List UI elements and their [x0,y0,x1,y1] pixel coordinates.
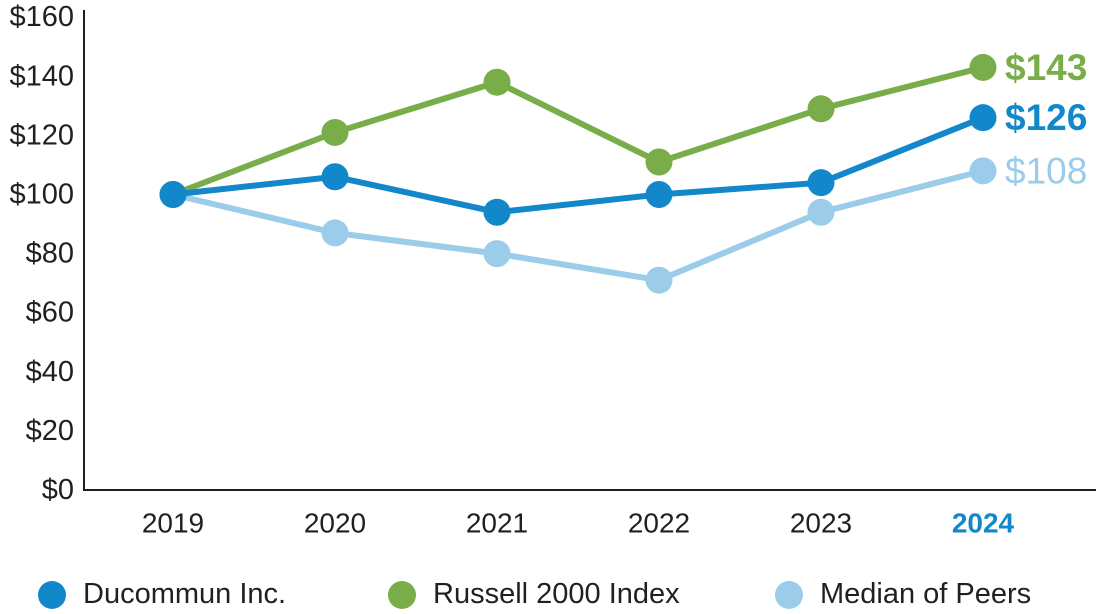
legend-label-russell: Russell 2000 Index [433,578,680,610]
y-tick-label: $20 [26,415,74,447]
data-point-russell-2020 [321,118,349,146]
y-tick-label: $120 [9,119,74,151]
performance-line-chart: $0 $20 $40 $60 $80 $100 $120 $140 $160 2019 2020 20… [9,1,1096,539]
russell-series-dot-icon [388,580,416,609]
data-point-ducommun-2024 [969,104,997,132]
data-point-russell-2024 [969,53,997,81]
x-tick-label-2019: 2019 [142,508,204,539]
data-point-ducommun-2022 [645,181,673,208]
x-tick-label-2024: 2024 [952,508,1015,539]
data-point-russell-2021 [483,68,511,96]
chart-legend: Ducommun Inc. Russell 2000 Index Median … [0,578,1104,614]
legend-item-russell: Russell 2000 Index [388,578,680,611]
y-tick-label: $40 [26,356,74,388]
y-tick-label: $0 [42,474,74,506]
legend-item-peers: Median of Peers [775,578,1031,611]
y-tick-label: $80 [26,238,74,270]
peers-series-dot-icon [775,580,803,609]
data-point-peers-2024 [969,157,997,185]
end-value-label-ducommun: $126 [1005,97,1087,138]
series-line-russell [171,64,984,198]
series-line-peers [172,167,984,284]
data-point-ducommun-2021 [483,198,511,226]
data-point-peers-2020 [321,219,349,247]
y-tick-label: $140 [9,60,74,92]
legend-label-ducommun: Ducommun Inc. [83,578,287,610]
data-point-ducommun-2023 [807,169,835,197]
series-line-ducommun [172,114,985,216]
data-point-peers-2021 [483,240,511,268]
x-tick-label-2022: 2022 [628,508,690,539]
x-tick-label-2023: 2023 [790,508,852,539]
legend-item-ducommun: Ducommun Inc. [38,578,286,611]
y-tick-label: $60 [26,297,74,329]
data-point-ducommun-2019 [159,181,187,208]
x-tick-label-2020: 2020 [304,508,366,539]
y-tick-label: $160 [9,1,74,33]
ducommun-series-dot-icon [38,580,66,609]
x-tick-label-2021: 2021 [466,508,528,539]
y-tick-label: $100 [9,179,74,211]
end-value-label-peers: $108 [1005,150,1087,191]
data-point-peers-2022 [645,266,673,294]
legend-label-peers: Median of Peers [820,578,1032,610]
end-value-label-russell: $143 [1005,47,1087,88]
data-point-ducommun-2020 [321,163,349,191]
data-point-peers-2023 [807,198,835,226]
data-point-russell-2023 [807,95,835,123]
data-point-russell-2022 [645,148,673,176]
